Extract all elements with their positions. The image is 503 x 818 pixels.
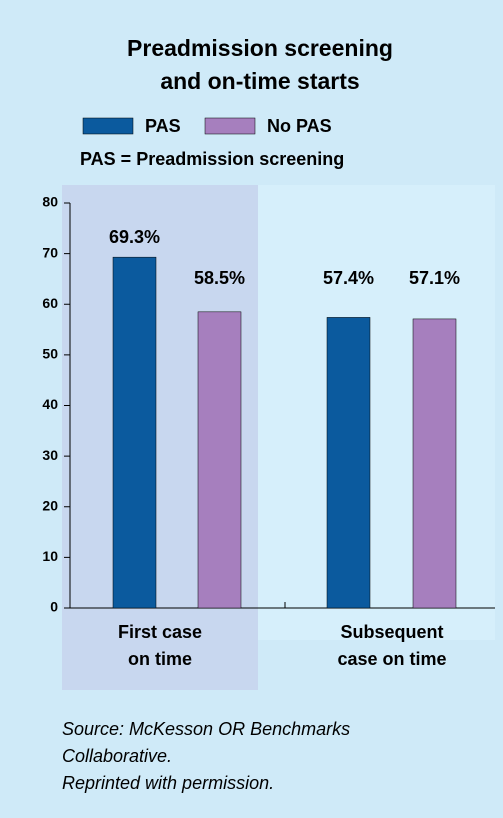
bar xyxy=(412,318,457,609)
legend-swatch xyxy=(204,117,256,135)
x-tick-label: First case xyxy=(118,622,202,642)
value-label: 69.3% xyxy=(109,227,160,247)
x-tick-label: Subsequent xyxy=(340,622,443,642)
legend-label: No PAS xyxy=(267,116,332,136)
y-tick-label: 40 xyxy=(42,396,58,412)
value-label: 58.5% xyxy=(194,268,245,288)
y-tick-label: 10 xyxy=(42,548,58,564)
value-label: 57.1% xyxy=(409,268,460,288)
chart-title: and on-time starts xyxy=(160,68,359,94)
chart-title: Preadmission screening xyxy=(127,35,393,61)
bar xyxy=(326,317,371,609)
y-tick-label: 20 xyxy=(42,497,58,513)
y-tick-label: 60 xyxy=(42,295,58,311)
bar xyxy=(197,311,242,609)
bar xyxy=(112,256,157,609)
y-tick-label: 70 xyxy=(42,244,58,260)
subtitle: PAS = Preadmission screening xyxy=(80,149,344,169)
legend-label: PAS xyxy=(145,116,181,136)
source: Reprinted with permission. xyxy=(62,773,274,793)
source: Collaborative. xyxy=(62,746,172,766)
x-tick-label: case on time xyxy=(337,649,446,669)
panel xyxy=(258,185,495,640)
y-tick-label: 30 xyxy=(42,447,58,463)
x-tick-label: on time xyxy=(128,649,192,669)
legend-swatch xyxy=(82,117,134,135)
value-label: 57.4% xyxy=(323,268,374,288)
y-tick-label: 50 xyxy=(42,346,58,362)
y-tick-label: 0 xyxy=(50,599,58,615)
source: Source: McKesson OR Benchmarks xyxy=(62,719,350,739)
y-tick-label: 80 xyxy=(42,194,58,210)
